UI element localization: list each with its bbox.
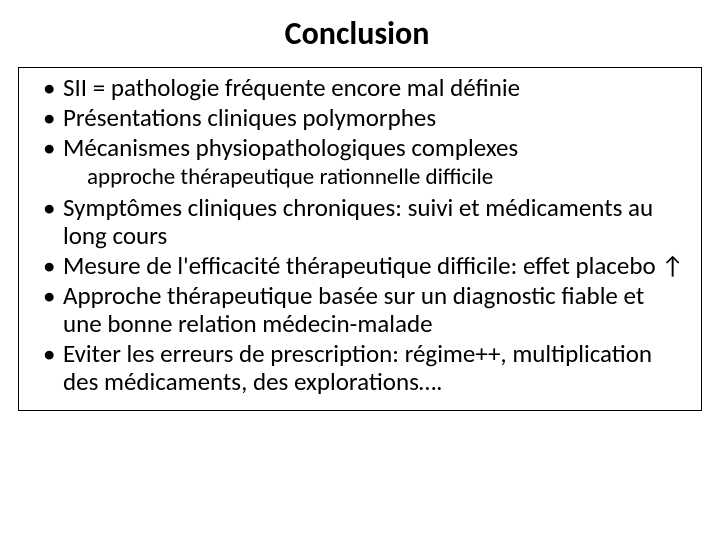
bullet-text: Approche thérapeutique basée sur un diag… — [63, 280, 644, 339]
bullet-text: Eviter les erreurs de prescription: régi… — [63, 338, 652, 397]
bullet-list: Symptômes cliniques chroniques: suivi et… — [35, 194, 685, 396]
list-item: Eviter les erreurs de prescription: régi… — [35, 340, 685, 396]
bullet-list: SII = pathologie fréquente encore mal dé… — [35, 74, 685, 162]
list-item: Mesure de l'efficacité thérapeutique dif… — [35, 252, 685, 280]
list-item: Présentations cliniques polymorphes — [35, 104, 685, 132]
bullet-text: SII = pathologie fréquente encore mal dé… — [63, 72, 520, 103]
title-container: Conclusion — [18, 12, 702, 57]
slide-title: Conclusion — [273, 12, 448, 57]
list-item: Symptômes cliniques chroniques: suivi et… — [35, 194, 685, 250]
bullet-text: Mesure de l'efficacité thérapeutique dif… — [63, 250, 684, 281]
list-item: SII = pathologie fréquente encore mal dé… — [35, 74, 685, 102]
title-box: Conclusion — [273, 12, 448, 57]
slide: Conclusion SII = pathologie fréquente en… — [0, 0, 720, 540]
content-box: SII = pathologie fréquente encore mal dé… — [18, 67, 702, 411]
sub-indent-text: approche thérapeutique rationnelle diffi… — [35, 164, 685, 192]
bullet-text: Mécanismes physiopathologiques complexes — [63, 132, 518, 163]
bullet-text: Symptômes cliniques chroniques: suivi et… — [63, 192, 653, 251]
list-item: Mécanismes physiopathologiques complexes — [35, 134, 685, 162]
list-item: Approche thérapeutique basée sur un diag… — [35, 282, 685, 338]
bullet-text: Présentations cliniques polymorphes — [63, 102, 436, 133]
